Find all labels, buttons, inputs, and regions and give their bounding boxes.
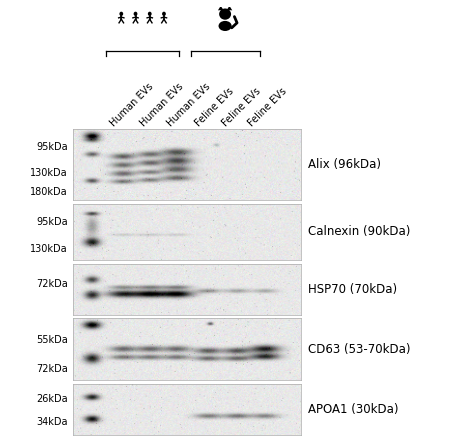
Ellipse shape xyxy=(219,21,232,31)
Text: 95kDa: 95kDa xyxy=(36,142,68,152)
Text: Human EVs: Human EVs xyxy=(109,81,155,128)
Circle shape xyxy=(162,12,166,16)
Polygon shape xyxy=(218,6,224,10)
Text: 55kDa: 55kDa xyxy=(36,335,68,345)
Text: 180kDa: 180kDa xyxy=(30,186,68,197)
Text: Human EVs: Human EVs xyxy=(165,81,212,128)
Text: 26kDa: 26kDa xyxy=(36,394,68,404)
Text: HSP70 (70kDa): HSP70 (70kDa) xyxy=(308,283,397,296)
Text: CD63 (53-70kDa): CD63 (53-70kDa) xyxy=(308,343,410,356)
Text: Human EVs: Human EVs xyxy=(138,81,185,128)
Text: Alix (96kDa): Alix (96kDa) xyxy=(308,158,381,171)
Text: 95kDa: 95kDa xyxy=(36,217,68,227)
Circle shape xyxy=(134,12,137,16)
Text: APOA1 (30kDa): APOA1 (30kDa) xyxy=(308,403,399,416)
Circle shape xyxy=(219,8,231,20)
Circle shape xyxy=(119,12,123,16)
Text: 130kDa: 130kDa xyxy=(30,168,68,178)
Text: Feline EVs: Feline EVs xyxy=(220,86,263,128)
Text: 72kDa: 72kDa xyxy=(36,279,68,289)
Text: Feline EVs: Feline EVs xyxy=(193,86,235,128)
Text: 130kDa: 130kDa xyxy=(30,244,68,254)
Circle shape xyxy=(148,12,152,16)
Polygon shape xyxy=(227,6,232,10)
Text: 34kDa: 34kDa xyxy=(36,417,68,427)
Text: Feline EVs: Feline EVs xyxy=(246,86,289,128)
Text: 72kDa: 72kDa xyxy=(36,364,68,374)
Text: Calnexin (90kDa): Calnexin (90kDa) xyxy=(308,225,410,238)
